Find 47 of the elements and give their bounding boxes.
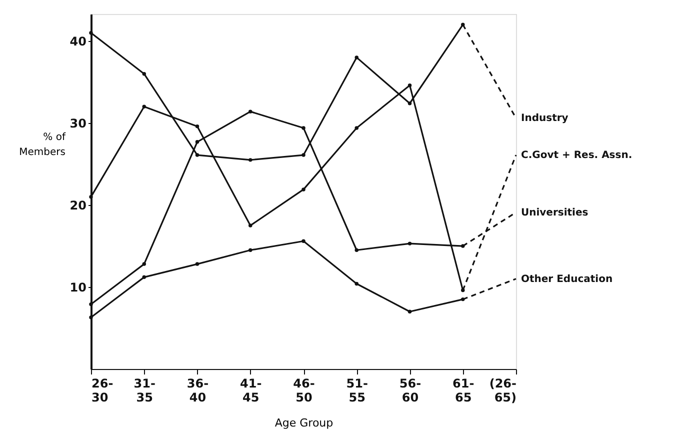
x-tick-label: 56-60 [399,376,422,404]
point [354,56,358,60]
point [195,140,200,144]
point [302,126,306,130]
x-tick-label: 51-55 [346,376,368,404]
point [248,224,252,228]
point [89,30,93,35]
point [408,242,412,246]
point [354,282,358,286]
point [195,124,200,128]
point [302,239,306,243]
point [89,194,93,199]
y-tick-label: 40 [70,34,86,49]
point [302,188,306,192]
series-label: Other Education [521,274,613,285]
y-tick-label: 10 [70,280,86,295]
point [89,302,93,306]
series-label: C.Govt + Res. Assn. [521,150,632,162]
x-tick-label: 41-45 [240,376,262,404]
point [248,248,252,252]
x-tick-label: 61-65 [452,376,474,404]
point [142,262,146,266]
point [142,104,146,109]
point [408,102,412,106]
x-tick-label: 36-40 [186,376,209,404]
point [195,262,200,266]
point [89,315,93,320]
x-tick-label: (26-65) [489,376,517,404]
point [195,153,200,157]
point [248,158,252,162]
y-tick-label: 20 [70,198,86,213]
point [248,110,252,114]
x-tick-label: 46-50 [293,376,315,404]
x-axis-title: Age Group [274,416,334,430]
y-axis-title: % of Members [19,132,66,158]
point [354,248,358,252]
point [302,153,306,157]
point [142,72,146,76]
point [354,126,358,130]
y-tick-label: 30 [70,116,86,131]
x-tick-label: 31-35 [134,376,156,404]
point [142,275,146,280]
series-label: Industry [521,113,569,124]
series-label: Universities [521,207,588,218]
x-tick-label: 26-30 [92,376,114,404]
point [408,83,412,88]
point [408,310,412,314]
